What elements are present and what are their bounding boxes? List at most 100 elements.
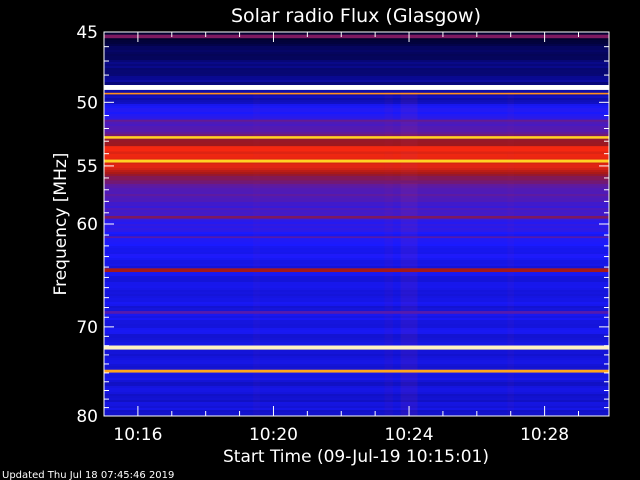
y-tick-label: 50 xyxy=(76,93,98,113)
heatmap-row xyxy=(104,66,609,68)
heatmap-row xyxy=(104,336,609,338)
heatmap-row xyxy=(104,324,609,326)
heatmap-row xyxy=(104,100,609,102)
heatmap-row xyxy=(104,354,609,356)
heatmap-row xyxy=(104,200,609,202)
frequency-band xyxy=(104,34,609,39)
x-axis: 10:16 10:20 10:24 10:28 xyxy=(103,32,579,445)
heatmap-row xyxy=(104,240,609,242)
heatmap-row xyxy=(104,142,609,144)
heatmap-row xyxy=(104,48,609,50)
heatmap-row xyxy=(104,294,609,296)
frequency-band xyxy=(104,236,609,239)
heatmap-row xyxy=(104,170,609,172)
heatmap-row xyxy=(104,272,609,274)
heatmap-row xyxy=(104,358,609,360)
heatmap-row xyxy=(104,296,609,298)
y-axis: 45 50 55 60 70 80 xyxy=(76,23,609,427)
heatmap-row xyxy=(104,264,609,266)
heatmap-vertical-stripes xyxy=(253,92,515,416)
time-stripe xyxy=(507,92,515,416)
heatmap-row xyxy=(104,32,609,34)
heatmap-row xyxy=(104,378,609,380)
heatmap-row xyxy=(104,70,609,72)
heatmap-bands xyxy=(104,34,609,373)
frequency-band xyxy=(104,215,609,219)
heatmap-row xyxy=(104,52,609,54)
heatmap-row xyxy=(104,140,609,142)
heatmap-row xyxy=(104,232,609,234)
heatmap-row xyxy=(104,194,609,196)
heatmap-row xyxy=(104,174,609,176)
heatmap-row xyxy=(104,390,609,392)
frequency-band xyxy=(104,268,609,273)
heatmap-row xyxy=(104,280,609,282)
heatmap-row xyxy=(104,162,609,164)
heatmap-row xyxy=(104,278,609,280)
y-tick-label: 70 xyxy=(76,318,98,338)
heatmap-row xyxy=(104,368,609,370)
heatmap-row xyxy=(104,188,609,190)
chart-title: Solar radio Flux (Glasgow) xyxy=(231,5,481,27)
plot-area xyxy=(103,31,610,417)
heatmap-row xyxy=(104,320,609,322)
heatmap-row xyxy=(104,78,609,80)
heatmap-row xyxy=(104,98,609,100)
heatmap-row xyxy=(104,222,609,224)
heatmap-row xyxy=(104,230,609,232)
heatmap-row xyxy=(104,192,609,194)
heatmap-row xyxy=(104,224,609,226)
heatmap-row xyxy=(104,400,609,402)
heatmap-row xyxy=(104,356,609,358)
heatmap-row xyxy=(104,58,609,60)
heatmap-row xyxy=(104,214,609,216)
heatmap-row xyxy=(104,276,609,278)
heatmap-row xyxy=(104,414,609,416)
frequency-band xyxy=(104,92,609,95)
heatmap-row xyxy=(104,412,609,414)
heatmap-row xyxy=(104,372,609,374)
heatmap-row xyxy=(104,290,609,292)
heatmap-row xyxy=(104,366,609,368)
heatmap-row xyxy=(104,286,609,288)
heatmap-row xyxy=(104,114,609,116)
heatmap-row xyxy=(104,376,609,378)
heatmap-row xyxy=(104,176,609,178)
heatmap-row xyxy=(104,116,609,118)
x-axis-label: Start Time (09-Jul-19 10:15:01) xyxy=(223,447,489,467)
heatmap-row xyxy=(104,284,609,286)
heatmap-row xyxy=(104,408,609,410)
heatmap-row xyxy=(104,252,609,254)
heatmap-row xyxy=(104,292,609,294)
heatmap-row xyxy=(104,182,609,184)
heatmap-row xyxy=(104,244,609,246)
heatmap-row xyxy=(104,396,609,398)
heatmap-row xyxy=(104,274,609,276)
heatmap-row xyxy=(104,256,609,258)
heatmap-row xyxy=(104,102,609,104)
heatmap-row xyxy=(104,154,609,156)
heatmap-row xyxy=(104,76,609,78)
heatmap-row xyxy=(104,304,609,306)
heatmap-row xyxy=(104,298,609,300)
heatmap-row xyxy=(104,208,609,210)
heatmap-row xyxy=(104,64,609,66)
heatmap-row xyxy=(104,308,609,310)
heatmap-row xyxy=(104,300,609,302)
heatmap-row xyxy=(104,204,609,206)
heatmap-row xyxy=(104,302,609,304)
heatmap-row xyxy=(104,156,609,158)
heatmap-row xyxy=(104,126,609,128)
heatmap-row xyxy=(104,96,609,98)
heatmap-row xyxy=(104,60,609,62)
heatmap-row xyxy=(104,178,609,180)
heatmap-row xyxy=(104,310,609,312)
heatmap-row xyxy=(104,402,609,404)
heatmap-row xyxy=(104,330,609,332)
frequency-band xyxy=(104,180,609,183)
heatmap-row xyxy=(104,74,609,76)
y-tick-label: 55 xyxy=(76,157,98,177)
heatmap-row xyxy=(104,342,609,344)
frequency-band xyxy=(104,146,609,152)
heatmap-row xyxy=(104,184,609,186)
